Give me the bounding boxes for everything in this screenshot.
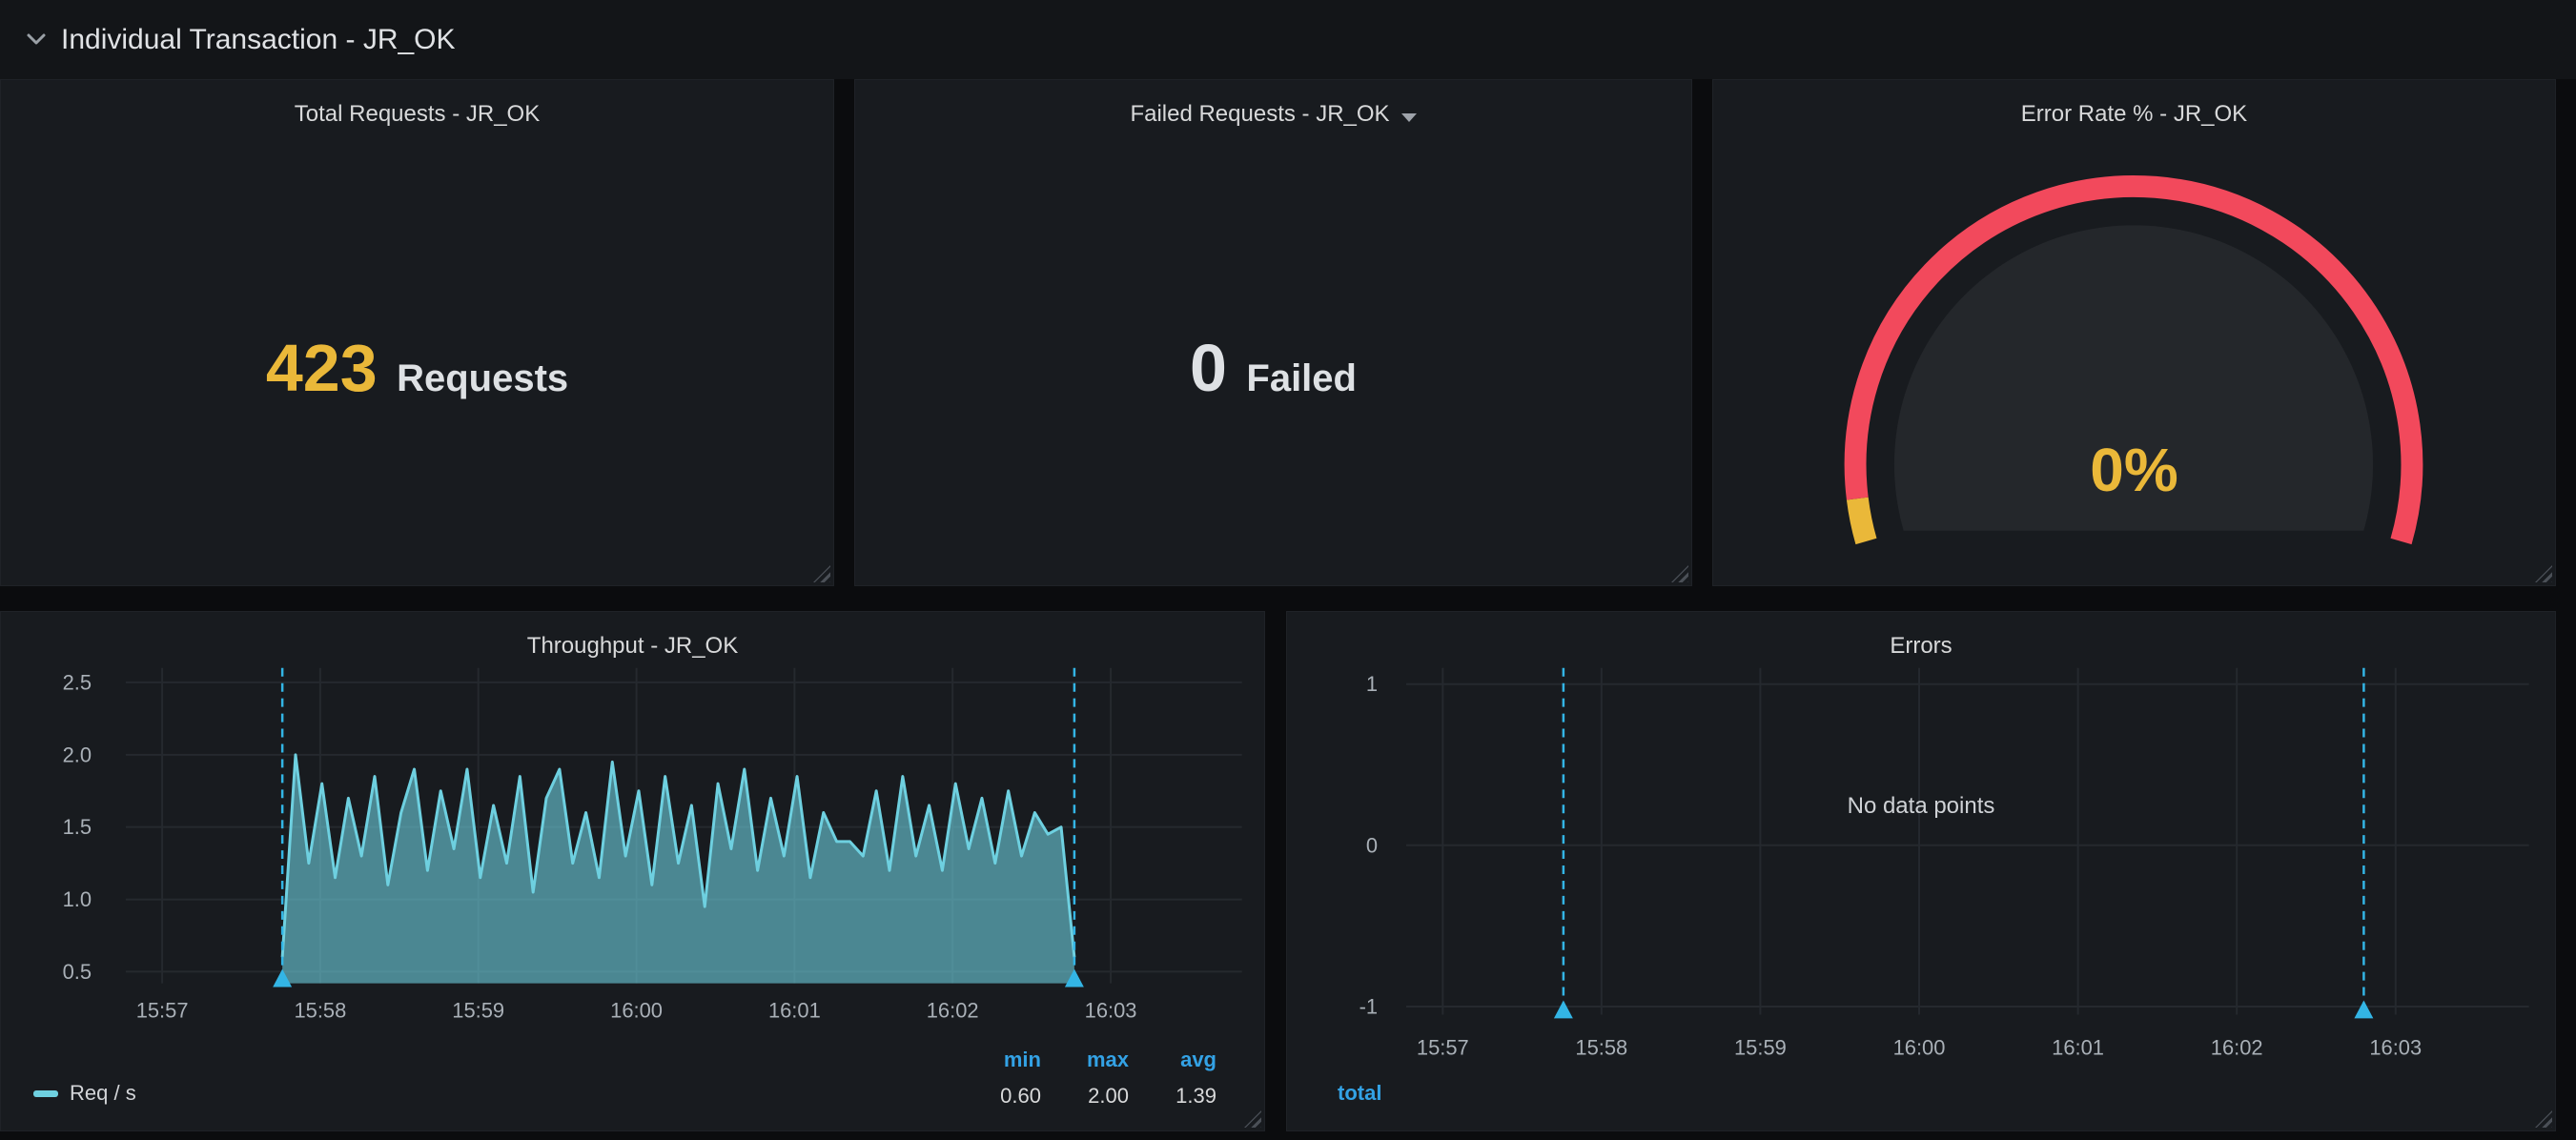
stat-value: 423 bbox=[265, 331, 378, 405]
gauge-value-arc bbox=[1844, 174, 2423, 545]
x-tick-label: 15:58 bbox=[294, 998, 346, 1022]
x-tick-label: 15:58 bbox=[1575, 1035, 1627, 1059]
panel-resize-handle[interactable] bbox=[813, 565, 830, 582]
panel-title-text: Total Requests - JR_OK bbox=[294, 101, 541, 127]
panel-resize-handle[interactable] bbox=[1671, 565, 1688, 582]
x-tick-label: 15:59 bbox=[452, 998, 504, 1022]
y-tick-label: 1 bbox=[1366, 672, 1378, 696]
panel-total-requests: Total Requests - JR_OK 423 Requests bbox=[0, 79, 834, 586]
panel-failed-requests: Failed Requests - JR_OK 0 Failed bbox=[854, 79, 1692, 586]
series-color-swatch bbox=[33, 1089, 58, 1097]
x-tick-label: 16:01 bbox=[2052, 1035, 2104, 1059]
gauge-threshold-stub bbox=[1846, 497, 1877, 545]
stat-value-max: 2.00 bbox=[1088, 1084, 1129, 1108]
series-area bbox=[282, 754, 1074, 984]
panel-title-errors[interactable]: Errors bbox=[1287, 612, 2555, 673]
errors-chart[interactable]: -1 0 1 15:57 15:58 15:59 16:00 16:01 16:02 16:03 bbox=[1287, 612, 2555, 1130]
y-tick-label: -1 bbox=[1360, 994, 1378, 1018]
stat-header-max[interactable]: max bbox=[1086, 1048, 1129, 1071]
panel-title-throughput[interactable]: Throughput - JR_OK bbox=[1, 612, 1264, 673]
stat-header-min[interactable]: min bbox=[1003, 1048, 1041, 1071]
throughput-chart[interactable]: 0.5 1.0 1.5 2.0 2.5 15:57 15:58 15:59 16:00 16:01… bbox=[1, 612, 1264, 1130]
annotation-marker-icon[interactable] bbox=[1064, 968, 1084, 987]
annotation-marker-icon[interactable] bbox=[273, 968, 293, 987]
stat-value-avg: 1.39 bbox=[1176, 1084, 1216, 1108]
panel-throughput: Throughput - JR_OK 0.5 1.0 1.5 2.0 2.5 15:57 1… bbox=[0, 611, 1265, 1131]
panel-errors: Errors -1 0 1 15:57 15:58 15:59 16:00 16:01 16:0… bbox=[1286, 611, 2556, 1131]
stat-unit: Failed bbox=[1246, 357, 1357, 399]
single-stat: 0 Failed bbox=[855, 330, 1691, 425]
x-tick-label: 16:01 bbox=[768, 998, 821, 1022]
legend-item-total[interactable]: total bbox=[1338, 1081, 1382, 1105]
panel-title-text: Throughput - JR_OK bbox=[526, 633, 739, 659]
single-stat: 423 Requests bbox=[1, 330, 833, 425]
x-tick-label: 16:02 bbox=[2211, 1035, 2263, 1059]
x-tick-label: 15:57 bbox=[136, 998, 189, 1022]
panel-title-text: Error Rate % - JR_OK bbox=[2020, 101, 2248, 127]
panel-title-error-rate[interactable]: Error Rate % - JR_OK bbox=[1713, 80, 2555, 141]
x-tick-label: 15:57 bbox=[1417, 1035, 1469, 1059]
panel-title-text: Errors bbox=[1890, 633, 1952, 659]
annotation-marker-icon[interactable] bbox=[2354, 1000, 2374, 1019]
x-tick-label: 16:00 bbox=[610, 998, 663, 1022]
panel-error-rate: Error Rate % - JR_OK 0% bbox=[1712, 79, 2556, 586]
x-tick-label: 16:02 bbox=[927, 998, 979, 1022]
x-tick-label: 16:00 bbox=[1893, 1035, 1946, 1059]
stat-value-min: 0.60 bbox=[1000, 1084, 1041, 1108]
y-tick-label: 1.5 bbox=[63, 815, 92, 839]
error-rate-gauge bbox=[1844, 174, 2423, 545]
panel-title-total-requests[interactable]: Total Requests - JR_OK bbox=[1, 80, 833, 141]
y-tick-label: 0 bbox=[1366, 833, 1378, 857]
y-tick-label: 2.0 bbox=[63, 743, 92, 766]
chevron-down-icon[interactable] bbox=[25, 32, 48, 47]
dashboard-row-title[interactable]: Individual Transaction - JR_OK bbox=[61, 23, 456, 55]
gauge-inner-background bbox=[1893, 225, 2374, 531]
dashboard-row-header: Individual Transaction - JR_OK bbox=[0, 0, 2576, 79]
series-name: Req / s bbox=[70, 1081, 136, 1105]
annotation-marker-icon[interactable] bbox=[1553, 1000, 1573, 1019]
gauge-value-label: 0% bbox=[2090, 436, 2178, 504]
stat-header-avg[interactable]: avg bbox=[1180, 1048, 1216, 1071]
series-line bbox=[280, 753, 1076, 958]
y-tick-label: 0.5 bbox=[63, 960, 92, 984]
y-tick-label: 2.5 bbox=[63, 670, 92, 694]
x-tick-label: 16:03 bbox=[1085, 998, 1137, 1022]
legend-item-req-s[interactable]: Req / s bbox=[33, 1081, 136, 1106]
legend-stats-table: min max avg 0.60 2.00 1.39 bbox=[953, 1047, 1216, 1109]
panel-title-text: Failed Requests - JR_OK bbox=[1130, 101, 1390, 127]
panel-title-failed-requests[interactable]: Failed Requests - JR_OK bbox=[855, 80, 1691, 141]
stat-value: 0 bbox=[1190, 331, 1227, 405]
x-tick-label: 16:03 bbox=[2369, 1035, 2422, 1059]
x-tick-label: 15:59 bbox=[1734, 1035, 1787, 1059]
stat-unit: Requests bbox=[397, 357, 569, 399]
y-tick-label: 1.0 bbox=[63, 887, 92, 911]
panel-menu-caret-icon[interactable] bbox=[1400, 112, 1417, 122]
no-data-message: No data points bbox=[1847, 793, 1995, 819]
